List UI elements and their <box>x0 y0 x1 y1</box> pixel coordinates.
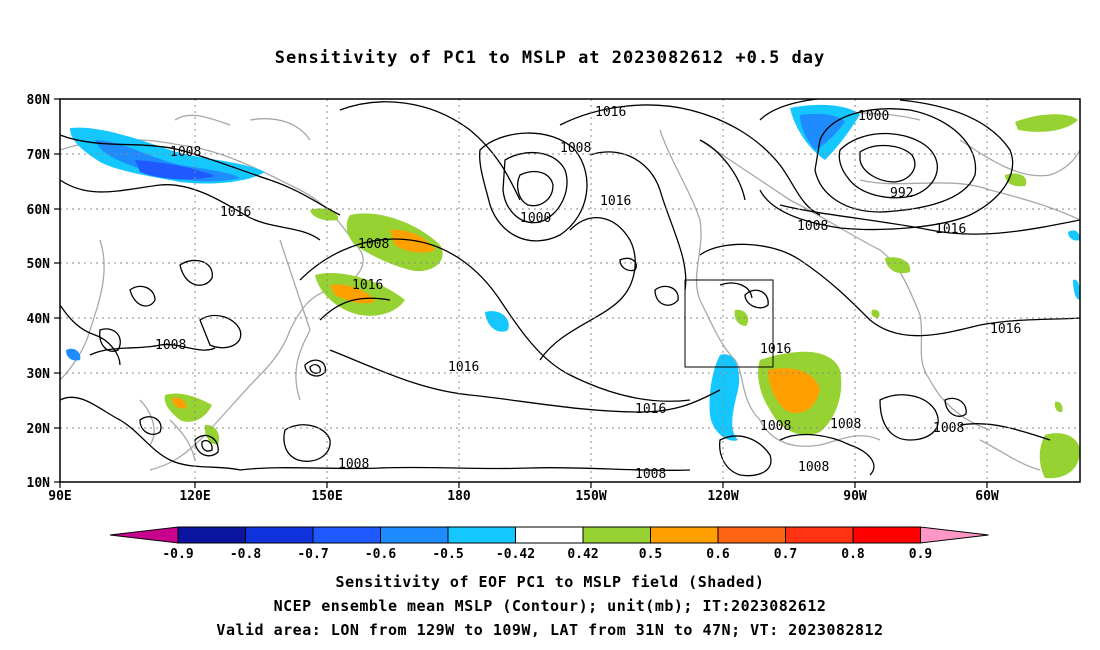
colorbar-swatch <box>717 526 786 544</box>
colorbar-swatch <box>650 526 719 544</box>
contour-label: 1016 <box>635 402 666 417</box>
contour-label: 1000 <box>520 211 551 226</box>
colorbar-arrow-low <box>109 526 179 544</box>
contour-label: 1008 <box>338 457 369 472</box>
colorbar-swatch <box>312 526 381 544</box>
colorbar-label: 0.9 <box>909 547 932 562</box>
contour-label: 1016 <box>595 105 626 120</box>
valid-area-box <box>684 279 774 368</box>
colorbar-label: -0.8 <box>230 547 261 562</box>
contour-label: 1016 <box>448 360 479 375</box>
lon-label: 60W <box>975 489 999 504</box>
lat-label: 70N <box>27 148 51 163</box>
caption-contour: NCEP ensemble mean MSLP (Contour); unit(… <box>273 597 827 615</box>
colorbar-label: 0.8 <box>841 547 865 562</box>
colorbar-swatch <box>582 526 651 544</box>
colorbar-label: -0.7 <box>297 547 328 562</box>
lon-label: 90E <box>48 489 71 504</box>
contour-label: 1016 <box>352 278 383 293</box>
contour-label: 1016 <box>760 342 791 357</box>
colorbar-label: -0.5 <box>432 547 463 562</box>
colorbar <box>109 526 989 544</box>
colorbar-swatch <box>515 526 584 544</box>
colorbar-labels: -0.9 -0.8 -0.7 -0.6 -0.5 -0.42 0.42 0.5 0.6 0.7 0.… <box>162 547 932 562</box>
lat-axis-labels: 80N 70N 60N 50N 40N 30N 20N 10N <box>27 93 51 491</box>
contour-label: 1008 <box>560 141 591 156</box>
mslp-sensitivity-map: 1016 1008 1000 1008 1016 1000 992 1008 1… <box>27 93 1081 562</box>
lon-label: 150W <box>575 489 606 504</box>
colorbar-label: 0.6 <box>706 547 730 562</box>
colorbar-label: 0.5 <box>639 547 662 562</box>
lat-label: 10N <box>27 476 51 491</box>
contour-label: 1008 <box>358 237 389 252</box>
lat-label: 50N <box>27 257 51 272</box>
map-title: Sensitivity of PC1 to MSLP at 2023082612… <box>274 48 826 68</box>
lon-label: 150E <box>311 489 342 504</box>
contour-label: 1008 <box>797 219 828 234</box>
colorbar-swatch <box>785 526 854 544</box>
lon-axis-labels: 90E 120E 150E 180 150W 120W 90W 60W <box>48 489 999 504</box>
plot-frame <box>59 98 1081 483</box>
lat-label: 80N <box>27 93 51 108</box>
colorbar-swatch <box>852 526 921 544</box>
contour-labels: 1016 1008 1000 1008 1016 1000 992 1008 1… <box>155 105 1021 482</box>
contour-label: 1008 <box>170 145 201 160</box>
lat-label: 40N <box>27 312 51 327</box>
gridlines <box>60 99 1080 482</box>
sensitivity-shading <box>66 104 1080 479</box>
tick-marks <box>54 98 988 488</box>
colorbar-swatch <box>447 526 516 544</box>
colorbar-swatch <box>177 526 246 544</box>
mslp-contours <box>60 99 1080 477</box>
colorbar-label: -0.9 <box>162 547 193 562</box>
colorbar-label: 0.42 <box>567 547 598 562</box>
contour-label: 1008 <box>798 460 829 475</box>
colorbar-label: 0.7 <box>774 547 797 562</box>
contour-label: 1016 <box>600 194 631 209</box>
colorbar-label: -0.42 <box>496 547 535 562</box>
lat-label: 30N <box>27 367 51 382</box>
lon-label: 180 <box>447 489 471 504</box>
contour-label: 1016 <box>935 222 966 237</box>
lon-label: 120W <box>707 489 738 504</box>
contour-label: 1016 <box>220 205 251 220</box>
contour-label: 1008 <box>155 338 186 353</box>
contour-label: 1016 <box>990 322 1021 337</box>
contour-label: 1008 <box>760 419 791 434</box>
colorbar-arrow-high <box>920 526 989 544</box>
contour-label: 1008 <box>933 421 964 436</box>
colorbar-swatch <box>380 526 449 544</box>
caption-valid-area: Valid area: LON from 129W to 109W, LAT f… <box>216 621 884 639</box>
contour-label: 1000 <box>858 109 889 124</box>
colorbar-label: -0.6 <box>365 547 396 562</box>
colorbar-swatch <box>245 526 314 544</box>
lon-label: 90W <box>843 489 867 504</box>
lat-label: 60N <box>27 203 51 218</box>
caption-shaded: Sensitivity of EOF PC1 to MSLP field (Sh… <box>335 573 765 591</box>
contour-label: 1008 <box>635 467 666 482</box>
lon-label: 120E <box>179 489 210 504</box>
contour-label: 1008 <box>830 417 861 432</box>
contour-label: 992 <box>890 186 913 201</box>
lat-label: 20N <box>27 422 51 437</box>
